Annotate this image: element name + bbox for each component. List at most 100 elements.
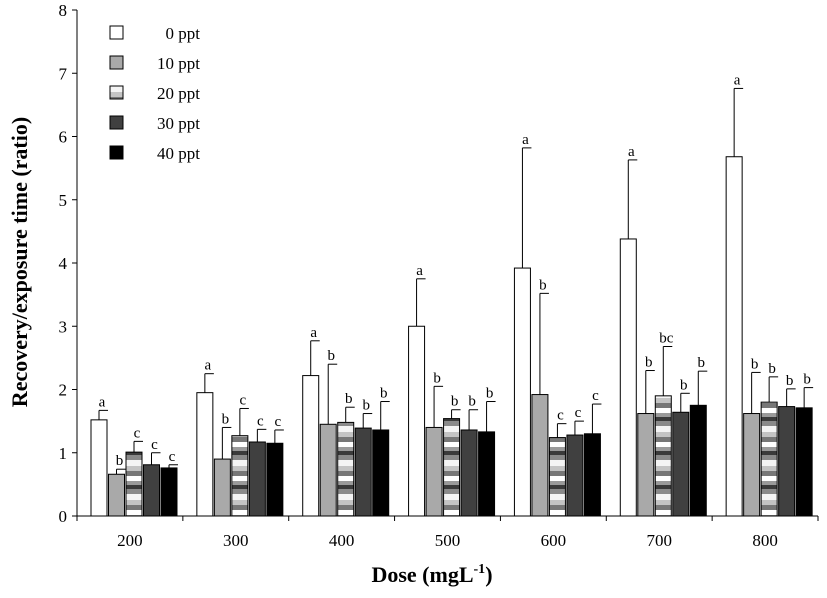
bar [90, 419, 108, 517]
legend-swatch [109, 25, 124, 40]
legend-swatch [109, 55, 124, 70]
significance-letter: b [680, 377, 688, 393]
bar [443, 418, 461, 517]
x-tick-label: 800 [752, 531, 778, 550]
x-tick-label: 200 [117, 531, 143, 550]
significance-letter: b [451, 394, 459, 410]
significance-letter: b [486, 386, 494, 402]
significance-letter: b [786, 373, 794, 389]
legend-swatch [109, 85, 124, 100]
legend-swatch [109, 115, 124, 130]
y-tick-label: 3 [59, 317, 68, 336]
significance-letter: b [345, 391, 353, 407]
bar [760, 401, 778, 517]
significance-letter: a [628, 144, 635, 160]
significance-letter: c [151, 437, 158, 453]
significance-letter: a [310, 325, 317, 341]
legend-label: 30 ppt [157, 114, 200, 133]
bar [337, 421, 355, 517]
bar [231, 435, 249, 517]
legend-swatch [109, 145, 124, 160]
significance-letter: a [205, 358, 212, 374]
significance-letter: c [134, 425, 141, 441]
bar [302, 375, 320, 517]
significance-letter: b [539, 277, 547, 293]
significance-letter: b [433, 370, 441, 386]
significance-letter: b [380, 386, 388, 402]
significance-letter: b [468, 394, 476, 410]
significance-letter: c [557, 408, 564, 424]
significance-letter: a [416, 263, 423, 279]
legend-label: 0 ppt [166, 24, 201, 43]
x-tick-label: 700 [646, 531, 672, 550]
axes: 0 1 2 3 4 5 6 7 8 200 300 400 500 600 700 800 [59, 1, 819, 550]
y-tick-label: 1 [59, 444, 68, 463]
bar [460, 429, 478, 517]
bar [795, 407, 813, 517]
legend-label: 10 ppt [157, 54, 200, 73]
significance-letter: b [768, 361, 776, 377]
bar [266, 442, 284, 517]
bar [637, 413, 655, 517]
significance-letter: b [327, 348, 335, 364]
x-axis-title: Dose (mgL-1) [371, 562, 492, 587]
y-tick-label: 8 [59, 1, 68, 20]
significance-letter: b [222, 411, 230, 427]
bar [408, 325, 426, 517]
significance-letter: c [169, 449, 176, 465]
significance-letter: b [645, 355, 653, 371]
bar [513, 267, 531, 517]
y-tick-label: 2 [59, 381, 68, 400]
bar [654, 395, 672, 517]
y-tick-label: 7 [59, 64, 68, 83]
significance-letter: c [257, 413, 264, 429]
significance-letter: b [751, 356, 759, 372]
x-tick-label: 500 [435, 531, 461, 550]
legend-label: 20 ppt [157, 84, 200, 103]
bar [248, 441, 266, 517]
significance-letter: b [362, 398, 370, 414]
bar [143, 464, 160, 517]
bar [108, 473, 125, 517]
bar [548, 437, 566, 517]
bar [125, 451, 143, 517]
x-axis-title-superscript: -1 [474, 562, 486, 577]
bar [213, 458, 231, 517]
bar [689, 404, 707, 517]
bar [372, 429, 390, 517]
y-tick-label: 5 [59, 191, 68, 210]
bar [196, 392, 214, 517]
significance-letter: b [803, 372, 811, 388]
y-tick-label: 0 [59, 507, 68, 526]
x-tick-label: 600 [541, 531, 567, 550]
bar [672, 411, 690, 517]
significance-letter: bc [659, 330, 674, 346]
y-tick-label: 6 [59, 128, 68, 147]
significance-letter: c [240, 392, 247, 408]
x-axis-title-close: ) [485, 562, 492, 587]
significance-letter: a [522, 132, 529, 148]
bar [319, 423, 337, 517]
bar [354, 427, 372, 517]
bar [743, 413, 761, 517]
bar [478, 431, 496, 517]
x-axis-title-main: Dose (mgL [371, 562, 473, 587]
x-tick-label: 300 [223, 531, 249, 550]
significance-letter: a [734, 72, 741, 88]
x-tick-label: 400 [329, 531, 355, 550]
bar [583, 433, 601, 517]
significance-letter: b [116, 453, 124, 469]
bar [425, 426, 443, 517]
significance-letter: b [698, 355, 706, 371]
y-tick-label: 4 [59, 254, 68, 273]
legend: 0 ppt 10 ppt 20 ppt 30 ppt 40 ppt [109, 24, 201, 163]
legend-label: 40 ppt [157, 144, 200, 163]
bar [725, 156, 743, 517]
bar [778, 406, 796, 517]
significance-letter: a [99, 394, 106, 410]
significance-letter: c [275, 414, 282, 430]
significance-letter: c [592, 388, 599, 404]
bar [531, 394, 549, 517]
